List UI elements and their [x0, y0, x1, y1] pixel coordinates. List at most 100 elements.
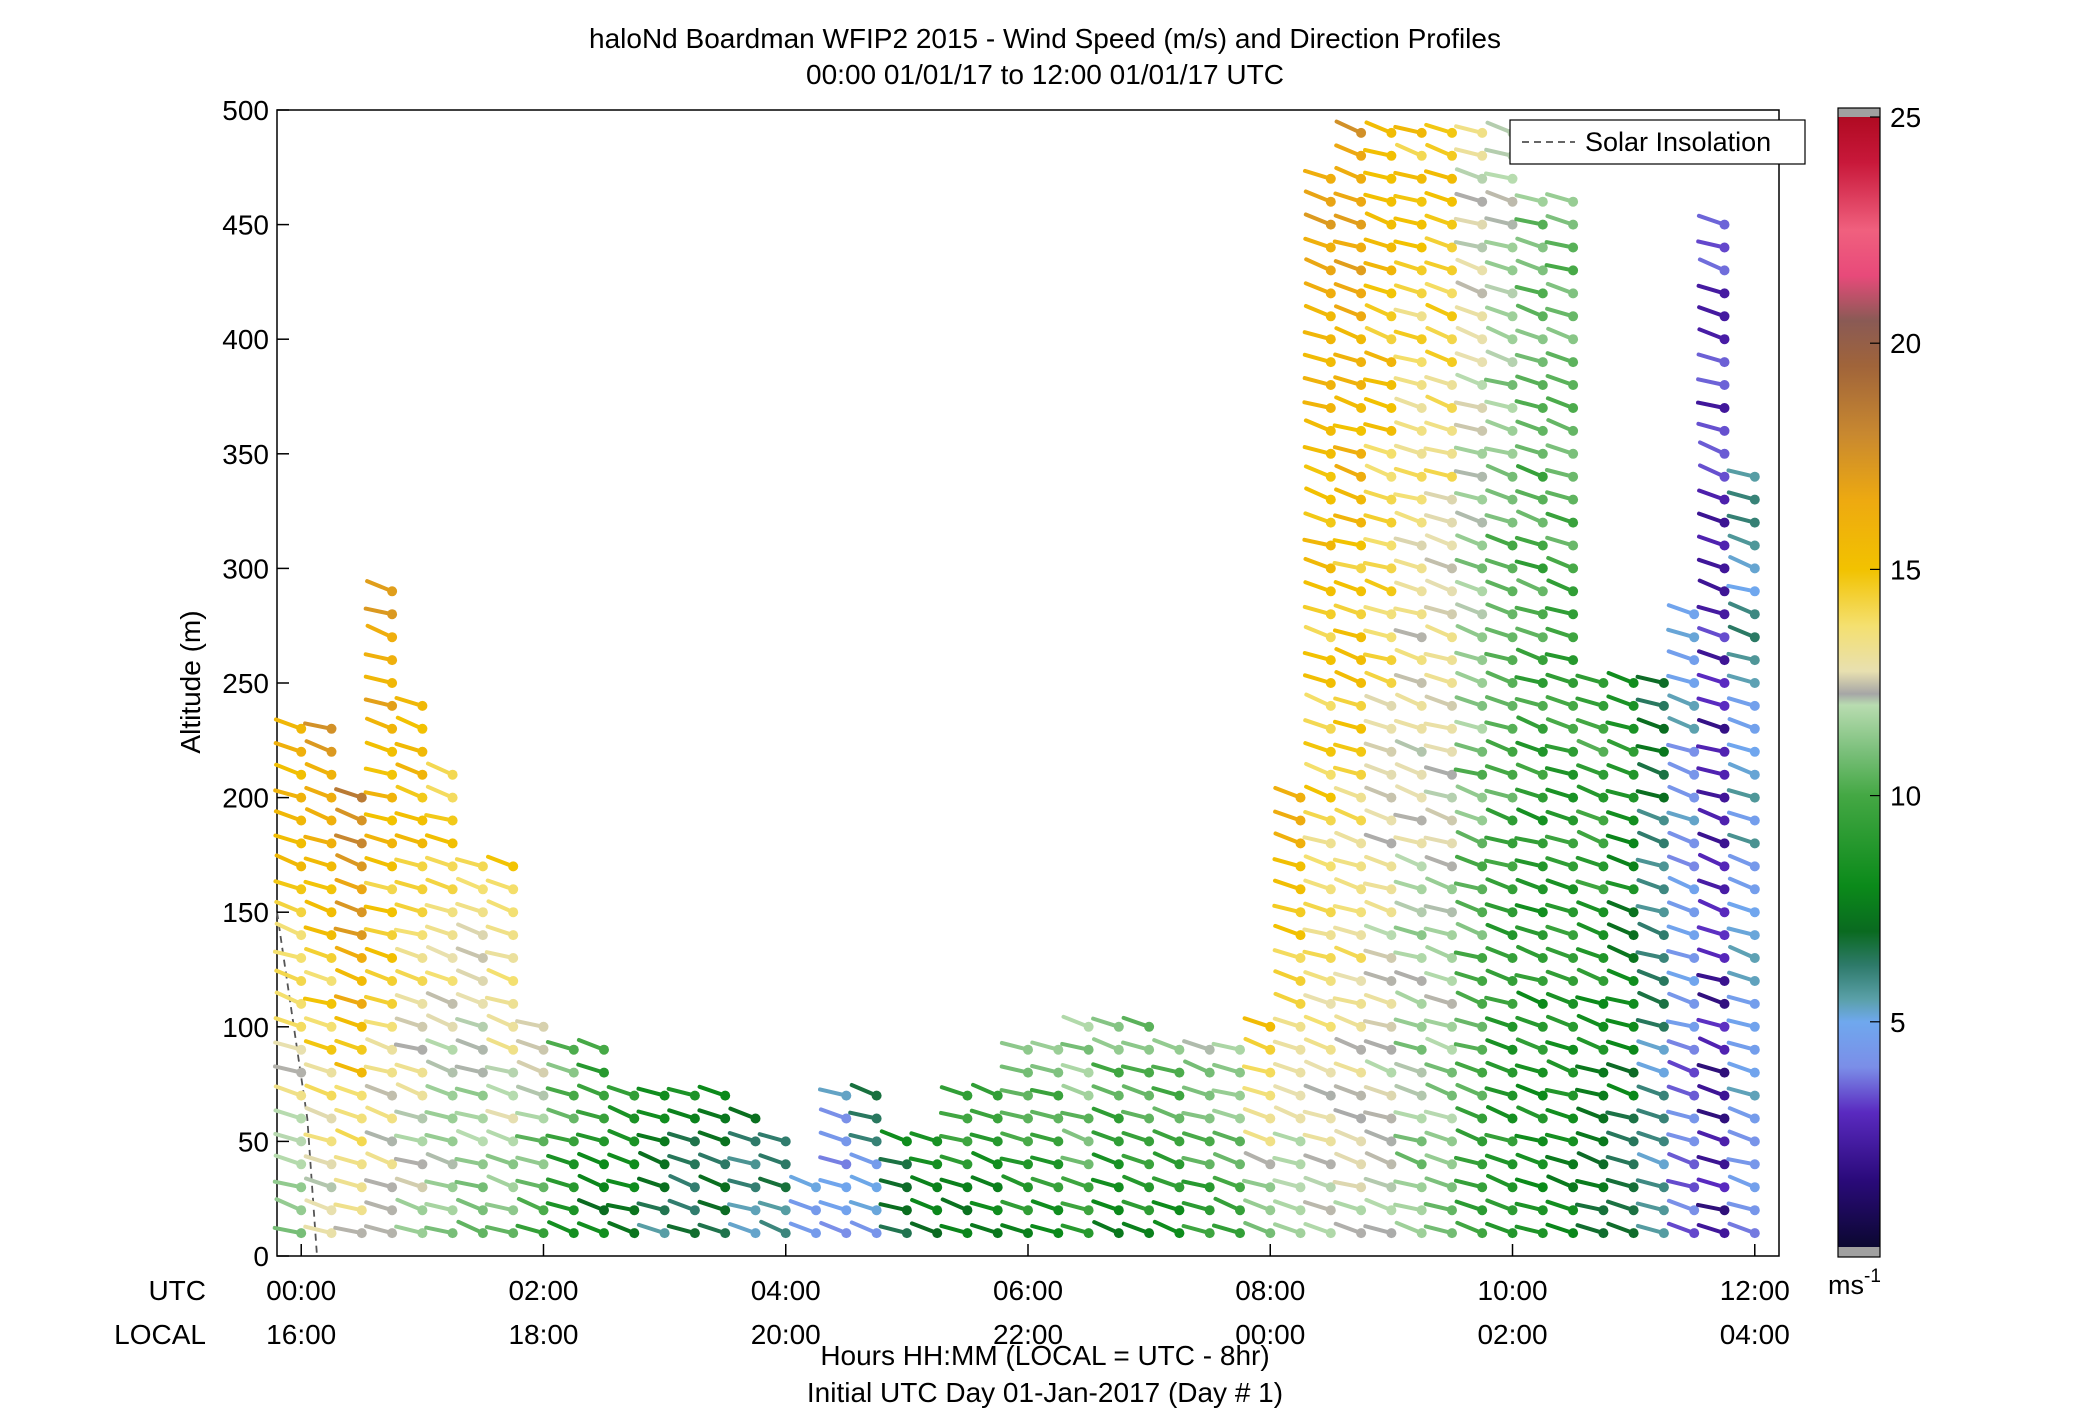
wind-barb-dot	[1386, 1159, 1397, 1170]
wind-barb-dot	[599, 1044, 609, 1055]
wind-barb-dot	[1447, 998, 1457, 1009]
wind-barb-dot	[1386, 838, 1397, 849]
wind-barb-dot	[477, 1205, 488, 1216]
wind-barb-dot	[599, 1205, 609, 1216]
wind-barb-dot	[750, 1159, 761, 1170]
wind-barb-dot	[1386, 403, 1397, 413]
y-tick-label: 250	[222, 668, 269, 699]
wind-barb-dot	[1416, 563, 1427, 574]
wind-barb-dot	[296, 769, 307, 780]
wind-barb-dot	[932, 1228, 943, 1239]
wind-barb-dot	[387, 907, 398, 918]
wind-barb-dot	[1416, 150, 1427, 161]
wind-barb-dot	[477, 1113, 488, 1124]
wind-barb-dot	[1416, 632, 1427, 643]
wind-barb-dot	[1144, 1113, 1155, 1124]
wind-barb-dot	[1477, 586, 1488, 597]
wind-barb-dot	[1416, 884, 1427, 895]
wind-barb-dot	[447, 792, 458, 803]
wind-barb-dot	[1537, 380, 1548, 390]
solar-insolation-line	[276, 912, 318, 1257]
wind-barb-dot	[1689, 1090, 1700, 1101]
wind-barb-dot	[1356, 700, 1367, 711]
wind-barb-dot	[1356, 196, 1367, 207]
wind-barb-dot	[1204, 1044, 1215, 1055]
wind-barb-dot	[296, 792, 307, 803]
wind-barb-dot	[841, 1182, 852, 1193]
wind-barb-dot	[1053, 1044, 1064, 1055]
wind-barb-dot	[1537, 998, 1548, 1009]
wind-barb-dot	[599, 1113, 609, 1124]
wind-barb-dot	[599, 1067, 609, 1078]
wind-barb-dot	[1447, 265, 1457, 276]
wind-barb-dot	[1174, 1182, 1185, 1193]
wind-barb-dot	[720, 1228, 731, 1239]
wind-barb-dot	[1295, 907, 1306, 918]
wind-barb-dot	[1749, 907, 1760, 918]
wind-barb-dot	[1144, 1090, 1155, 1101]
wind-barb-dot	[1416, 1205, 1427, 1216]
wind-barb-dot	[296, 884, 307, 895]
wind-barb-dot	[1325, 196, 1336, 207]
wind-barb-dot	[1386, 769, 1397, 780]
wind-barb-dot	[1325, 1228, 1336, 1239]
wind-barb-dot	[1477, 976, 1488, 986]
wind-barb-dot	[1628, 746, 1639, 757]
wind-barb-dot	[599, 1228, 609, 1239]
wind-barb-dot	[1356, 907, 1367, 918]
wind-barb-dot	[356, 1182, 367, 1193]
wind-barb-dot	[1628, 907, 1639, 918]
wind-barb-dot	[1568, 976, 1579, 986]
wind-barb-dot	[1719, 471, 1730, 482]
wind-barb-dot	[1235, 1044, 1245, 1055]
wind-barb-dot	[841, 1205, 852, 1216]
wind-barb-dot	[447, 930, 458, 941]
wind-barb-dot	[1386, 425, 1397, 436]
wind-barb-dot	[1719, 907, 1730, 918]
wind-barb-dot	[1568, 563, 1579, 574]
y-tick-label: 300	[222, 553, 269, 584]
wind-barb-dot	[326, 1205, 337, 1216]
wind-barb-dot	[1598, 746, 1609, 757]
wind-barb-dot	[1144, 1136, 1155, 1147]
wind-barb-dot	[962, 1113, 973, 1124]
wind-barb-dot	[1386, 196, 1397, 207]
wind-barb-dot	[1568, 1182, 1579, 1193]
wind-barb-dot	[1628, 1182, 1639, 1193]
wind-barb-dot	[1749, 586, 1760, 597]
wind-barb-dot	[689, 1159, 700, 1170]
wind-barb-dot	[1507, 1067, 1518, 1078]
wind-barb-dot	[1507, 1136, 1518, 1147]
wind-barb-dot	[508, 1090, 519, 1101]
wind-barb-dot	[1749, 540, 1760, 551]
wind-barb-dot	[1325, 288, 1336, 299]
wind-barb-dot	[932, 1182, 943, 1193]
wind-barb-dot	[538, 1159, 549, 1170]
wind-barb-dot	[1295, 1090, 1306, 1101]
wind-barb-dot	[387, 1228, 398, 1239]
wind-barb-dot	[417, 700, 428, 711]
wind-barb-dot	[447, 1136, 458, 1147]
wind-barb-dot	[1689, 930, 1700, 941]
wind-barb-dot	[1719, 265, 1730, 276]
wind-barb-dot	[1325, 517, 1336, 528]
wind-barb-dot	[447, 838, 458, 849]
wind-barb-dot	[326, 1136, 337, 1147]
wind-barb-dot	[1204, 1136, 1215, 1147]
wind-barb-dot	[538, 1021, 549, 1032]
wind-barb-dot	[447, 1067, 458, 1078]
wind-barb-dot	[720, 1159, 731, 1170]
wind-barb-dot	[629, 1182, 640, 1193]
colorbar-tick-label: 20	[1890, 328, 1921, 359]
wind-barb-dot	[356, 998, 367, 1009]
wind-barb-dot	[1174, 1205, 1185, 1216]
wind-barb-dot	[538, 1090, 549, 1101]
wind-barb-dot	[1507, 1205, 1518, 1216]
wind-barb-dot	[1598, 861, 1609, 872]
wind-barb-dot	[1447, 1159, 1457, 1170]
wind-barb-dot	[1568, 425, 1579, 436]
x-tick-label-local: 02:00	[1477, 1319, 1547, 1350]
wind-barb-dot	[417, 723, 428, 734]
wind-barb-dot	[750, 1205, 761, 1216]
wind-barb-dot	[629, 1136, 640, 1147]
